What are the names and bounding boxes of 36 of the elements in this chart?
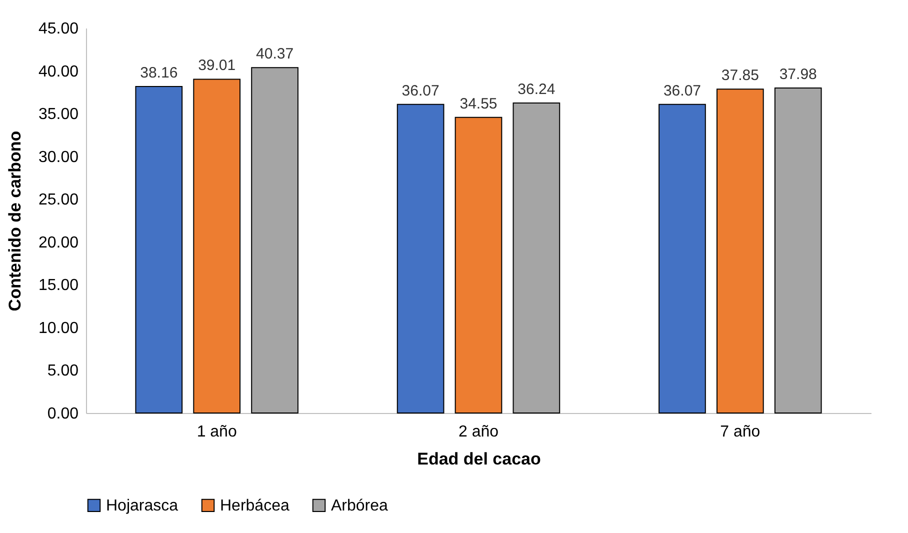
data-label: 38.16 <box>140 64 178 82</box>
bar <box>193 78 241 414</box>
x-axis-title: Edad del cacao <box>417 450 541 468</box>
legend-label: Hojarasca <box>106 497 178 514</box>
x-tick-label: 2 año <box>458 424 499 440</box>
y-tick-label: 0.00 <box>47 406 79 422</box>
y-tick-label: 45.00 <box>38 20 79 38</box>
y-tick-label: 10.00 <box>38 320 79 337</box>
bar <box>512 102 560 414</box>
y-axis-title: Contenido de carbono <box>5 130 24 312</box>
y-tick-label: 5.00 <box>47 362 79 380</box>
data-label: 37.98 <box>779 66 817 84</box>
y-tick-label: 40.00 <box>38 63 79 80</box>
data-label: 40.37 <box>256 46 294 63</box>
y-tick-label: 35.00 <box>38 106 79 124</box>
y-tick-label: 20.00 <box>38 234 79 252</box>
data-label: 36.07 <box>663 82 701 100</box>
data-label: 34.55 <box>460 95 498 112</box>
bar <box>774 88 822 414</box>
bar <box>454 116 502 414</box>
y-tick-label: 15.00 <box>38 277 79 294</box>
bar <box>251 67 298 414</box>
x-tick-label: 7 año <box>720 424 760 440</box>
data-label: 36.07 <box>402 82 440 100</box>
bar <box>135 86 183 414</box>
legend-label: Arbórea <box>331 497 388 514</box>
data-label: 36.24 <box>518 80 556 98</box>
y-tick-label: 30.00 <box>38 148 79 166</box>
bar <box>716 88 764 414</box>
data-label: 37.85 <box>721 67 759 84</box>
x-tick-label: 1 año <box>196 424 237 440</box>
bar <box>396 104 444 414</box>
bar <box>658 104 706 414</box>
legend-label: Herbácea <box>220 497 290 514</box>
data-label: 39.01 <box>198 57 236 74</box>
y-tick-label: 25.00 <box>38 192 79 209</box>
